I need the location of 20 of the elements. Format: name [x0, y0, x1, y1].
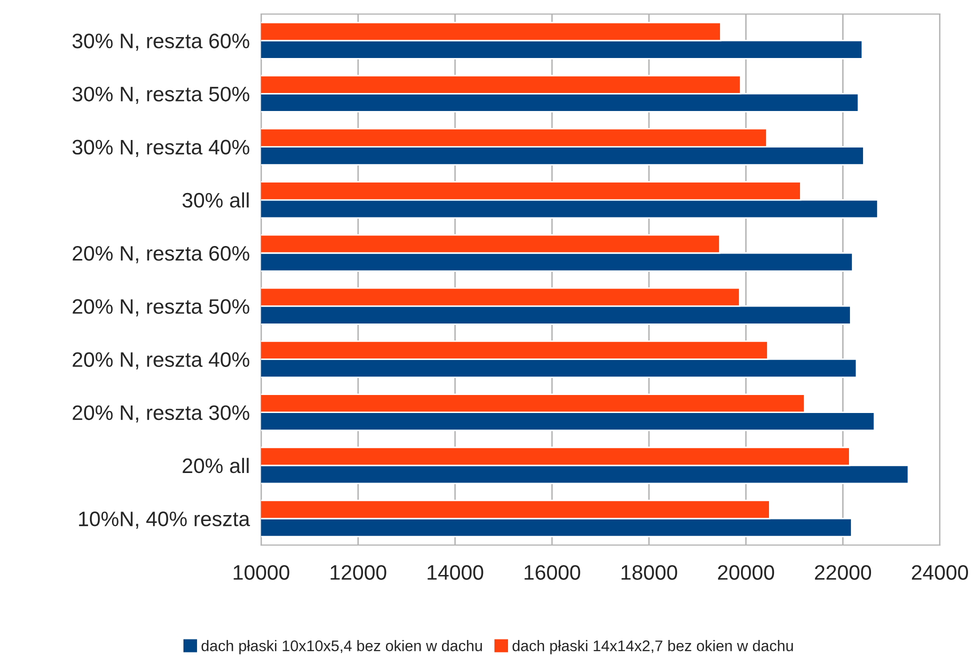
legend-label: dach płaski 10x10x5,4 bez okien w dachu	[202, 640, 482, 654]
y-tick-label: 20% N, reszta 50%	[72, 299, 250, 316]
x-tick-label: 10000	[234, 565, 290, 580]
x-tick-label: 14000	[428, 565, 484, 580]
y-tick-label: 30% all	[182, 192, 249, 208]
y-tick-label: 10%N, 40% reszta	[79, 512, 250, 529]
x-tick-label: 20000	[718, 565, 774, 580]
y-tick-label: 30% N, reszta 60%	[72, 34, 250, 51]
y-tick-label: 20% all	[182, 458, 249, 474]
x-tick-label: 18000	[622, 565, 678, 580]
y-tick-label: 20% N, reszta 30%	[72, 405, 250, 423]
x-tick-label: 22000	[814, 565, 872, 580]
y-tick-label: 30% N, reszta 50%	[72, 86, 250, 104]
x-tick-label: 12000	[330, 565, 386, 580]
x-tick-label: 16000	[524, 565, 580, 580]
y-tick-label: 30% N, reszta 40%	[72, 140, 250, 158]
y-tick-label: 20% N, reszta 60%	[72, 246, 250, 264]
legend-label: dach płaski 14x14x2,7 bez okien w dachu	[512, 640, 793, 654]
y-tick-label: 20% N, reszta 40%	[72, 352, 250, 370]
x-tick-label: 24000	[912, 565, 968, 580]
